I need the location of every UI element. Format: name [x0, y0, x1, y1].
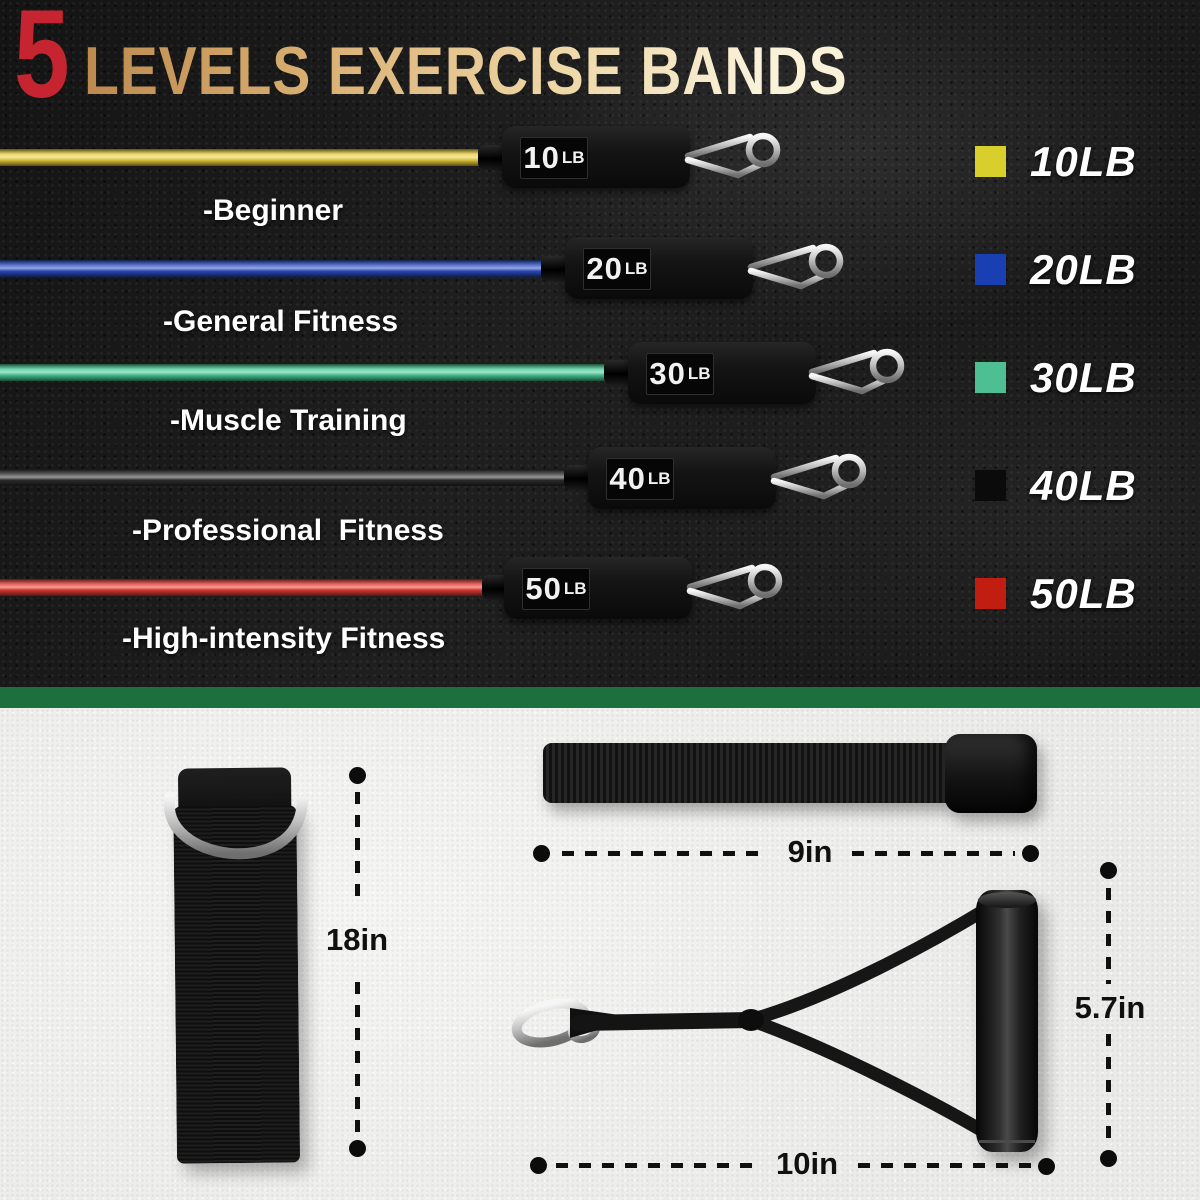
weight-tag-20lb: 20 LB: [583, 248, 651, 290]
dimension-line-9in: [852, 851, 1015, 856]
dimension-dot: [1100, 1150, 1117, 1167]
legend-label-30lb: 30LB: [1030, 354, 1137, 401]
level-label-professional-fitness: -Professional Fitness: [132, 514, 444, 547]
dimension-line-9in: [562, 851, 767, 856]
band-tube-40lb: [0, 469, 578, 486]
weight-value: 30: [649, 356, 686, 391]
weight-unit: LB: [563, 579, 587, 598]
dimension-line-18in: [355, 792, 360, 900]
dimension-dot: [1100, 862, 1117, 879]
weight-tag-50lb: 50 LB: [522, 568, 590, 610]
dimension-dot: [533, 845, 550, 862]
band-ferrule: [478, 145, 505, 170]
dimension-label-18in: 18in: [325, 922, 389, 957]
legend-label-40lb: 40LB: [1030, 462, 1137, 509]
ankle-strap: [163, 767, 308, 1164]
band-sleeve-20lb: 20 LB: [565, 237, 753, 299]
dimension-dot: [530, 1157, 547, 1174]
dimension-dot: [349, 767, 366, 784]
dimension-line-10in: [858, 1163, 1036, 1168]
band-tube-30lb: [0, 364, 618, 381]
door-anchor-foam-cap: [945, 734, 1037, 813]
carabiner-icon: [808, 342, 912, 404]
carabiner-icon: [684, 126, 788, 188]
dimension-line-5-7in: [1106, 888, 1111, 984]
d-ring-icon: [163, 791, 308, 860]
legend-swatch-30lb: [975, 362, 1006, 393]
band-sleeve-10lb: 10 LB: [502, 126, 690, 188]
band-tube-20lb: [0, 260, 555, 277]
level-label-muscle-training: -Muscle Training: [170, 404, 407, 437]
band-sleeve-30lb: 30 LB: [628, 342, 816, 404]
dimension-label-5-7in: 5.7in: [1074, 990, 1146, 1025]
green-divider-stripe: [0, 687, 1200, 708]
dimension-dot: [1038, 1158, 1055, 1175]
weight-value: 50: [525, 571, 562, 606]
weight-value: 20: [586, 251, 623, 286]
weight-tag-30lb: 30 LB: [646, 353, 714, 395]
handle-grip: [976, 890, 1038, 1152]
weight-tag-10lb: 10 LB: [520, 137, 588, 179]
carabiner-icon: [747, 237, 851, 299]
dimension-label-10in: 10in: [775, 1146, 839, 1181]
legend-label-10lb: 10LB: [1030, 138, 1137, 185]
dimension-line-18in: [355, 982, 360, 1134]
legend-swatch-40lb: [975, 470, 1006, 501]
weight-unit: LB: [687, 364, 711, 383]
weight-unit: LB: [647, 469, 671, 488]
dimension-line-5-7in: [1106, 1034, 1111, 1144]
handle-strap: [511, 901, 1003, 1146]
weight-unit: LB: [624, 259, 648, 278]
title-number: 5: [14, 0, 70, 124]
dimension-label-9in: 9in: [787, 834, 833, 869]
carabiner-icon: [686, 557, 790, 619]
hero-section: [0, 0, 1200, 687]
band-tube-10lb: [0, 149, 492, 166]
band-ferrule: [541, 256, 568, 281]
level-label-general-fitness: -General Fitness: [163, 305, 399, 338]
band-tube-50lb: [0, 579, 496, 596]
weight-tag-40lb: 40 LB: [606, 458, 674, 500]
dimension-dot: [1022, 845, 1039, 862]
legend-swatch-20lb: [975, 254, 1006, 285]
level-label-high-intensity: -High-intensity Fitness: [122, 622, 446, 655]
band-sleeve-40lb: 40 LB: [588, 447, 776, 509]
legend-label-20lb: 20LB: [1030, 246, 1137, 293]
level-label-beginner: -Beginner: [203, 194, 344, 227]
door-anchor-strap: [543, 743, 947, 803]
carabiner-icon: [770, 447, 874, 509]
weight-value: 10: [523, 140, 560, 175]
legend-label-50lb: 50LB: [1030, 570, 1137, 617]
weight-value: 40: [609, 461, 646, 496]
legend-swatch-10lb: [975, 146, 1006, 177]
band-sleeve-50lb: 50 LB: [504, 557, 692, 619]
band-ferrule: [604, 360, 631, 385]
dimension-line-10in: [556, 1163, 756, 1168]
dimension-dot: [349, 1140, 366, 1157]
legend-swatch-50lb: [975, 578, 1006, 609]
page-title: LEVELS EXERCISE BANDS: [84, 33, 848, 109]
weight-unit: LB: [561, 148, 585, 167]
band-ferrule: [564, 465, 591, 490]
